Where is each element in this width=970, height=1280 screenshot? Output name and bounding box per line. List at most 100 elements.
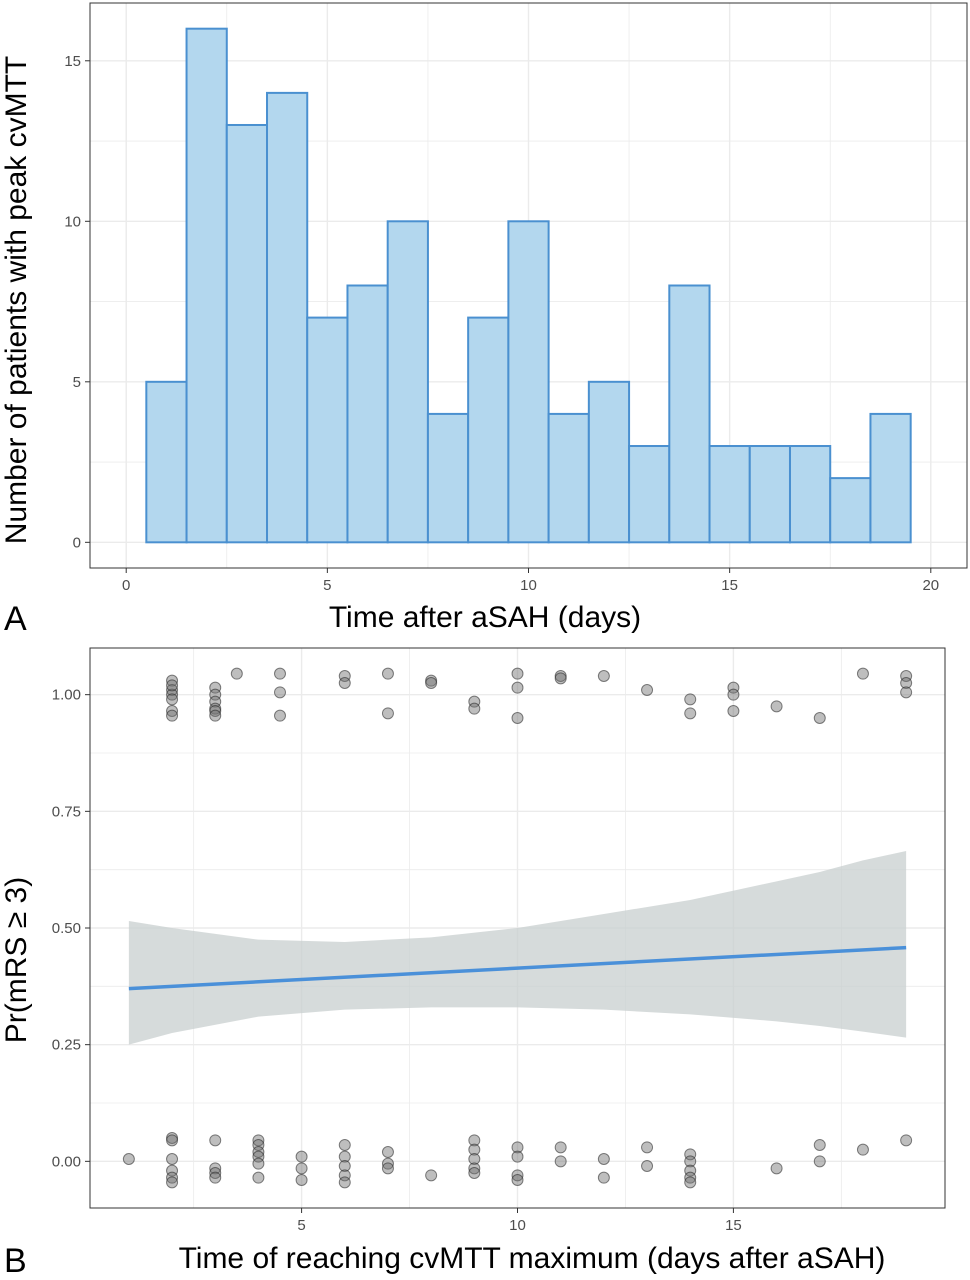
panel-a-y-tick-label: 10 (64, 213, 81, 230)
panel-a-x-tick-label: 15 (721, 577, 738, 594)
data-point (554, 672, 567, 685)
data-point (338, 1160, 351, 1172)
panel-b-y-tick-label: 1.00 (52, 687, 81, 704)
data-point (597, 1153, 610, 1165)
data-point (166, 674, 179, 687)
data-point (770, 700, 783, 713)
panel-a-y-tick-label: 15 (64, 53, 81, 70)
data-point (209, 705, 222, 717)
histogram-bar (829, 477, 872, 544)
data-point (295, 1162, 308, 1175)
panel-b-letter: B (4, 1242, 27, 1280)
data-point (727, 705, 740, 717)
data-point (468, 702, 481, 715)
panel-b-scatter: 5 10 15 0.00 0.25 0.50 0.75 1.00 Time of reach… (0, 647, 946, 1280)
panel-b-y-tick-label: 0.50 (52, 920, 81, 937)
data-point (209, 1167, 222, 1179)
panel-a-x-tick-label: 10 (520, 577, 537, 594)
data-point (274, 709, 286, 722)
histogram-bar (185, 27, 228, 544)
data-point (727, 688, 740, 701)
data-point (252, 1157, 265, 1170)
panel-b-x-tick-label: 5 (297, 1217, 305, 1234)
data-point (295, 1150, 308, 1163)
panel-b-x-tick-label: 15 (725, 1217, 742, 1234)
data-point (230, 667, 243, 680)
data-point (554, 1141, 567, 1154)
panel-b-points (122, 667, 913, 1189)
data-point (511, 1169, 524, 1182)
histogram-bar (708, 445, 751, 544)
data-point (166, 693, 179, 706)
panel-a-x-tick-label: 5 (323, 577, 331, 594)
panel-b-fit-line (128, 945, 907, 991)
histogram-bar (266, 91, 309, 544)
panel-a-x-tick-label: 0 (122, 577, 130, 594)
histogram-bar (225, 123, 269, 544)
data-point (900, 677, 913, 689)
panel-b-y-ticks: 0.00 0.25 0.50 0.75 1.00 (52, 687, 90, 1170)
histogram-bar (628, 445, 671, 544)
data-point (813, 1139, 826, 1151)
data-point (425, 1169, 438, 1182)
data-point (597, 670, 610, 682)
data-point (900, 686, 913, 699)
histogram-bar (587, 380, 631, 544)
data-point (252, 1146, 265, 1158)
panel-a-y-axis-title: Number of patients with peak cvMTT (0, 56, 33, 545)
data-point (554, 1155, 567, 1168)
panel-a-histogram: 0 5 10 15 20 0 5 10 15 Time after aSAH (days) N… (0, 2, 968, 638)
data-point (641, 1160, 654, 1172)
data-point (597, 1171, 610, 1184)
data-point (252, 1171, 265, 1184)
panel-b-x-tick-label: 10 (509, 1217, 526, 1234)
data-point (468, 1167, 481, 1179)
data-point (381, 1157, 394, 1170)
histogram-bar (507, 220, 550, 544)
data-point (684, 1155, 697, 1168)
panel-a-y-tick-label: 0 (73, 534, 81, 551)
data-point (813, 1155, 826, 1168)
histogram-bar (547, 412, 590, 544)
data-point (338, 677, 351, 689)
data-point (166, 684, 179, 696)
data-point (641, 1141, 654, 1154)
data-point (684, 1176, 697, 1189)
panel-b-x-ticks: 5 10 15 (297, 1208, 742, 1234)
data-point (684, 707, 697, 720)
panel-b-y-tick-label: 0.00 (52, 1153, 81, 1170)
data-point (684, 1171, 697, 1184)
panel-b-x-axis-title: Time of reaching cvMTT maximum (days aft… (179, 1242, 886, 1275)
panel-a-x-tick-label: 20 (922, 577, 939, 594)
data-point (813, 712, 826, 724)
data-point (122, 1153, 135, 1165)
histogram-bar (467, 316, 510, 544)
panel-a-bars (145, 27, 912, 544)
data-point (166, 688, 179, 701)
data-point (511, 712, 524, 724)
panel-a-y-tick-label: 5 (73, 374, 81, 391)
panel-b-y-tick-label: 0.25 (52, 1037, 81, 1054)
data-point (166, 709, 179, 722)
data-point (381, 707, 394, 720)
histogram-bar (869, 412, 912, 544)
panel-a-x-ticks: 0 5 10 15 20 (122, 568, 939, 594)
panel-b-confidence-band (128, 851, 907, 1045)
data-point (166, 1171, 179, 1184)
data-point (338, 1150, 351, 1163)
confidence-band (128, 851, 907, 1045)
histogram-bar (346, 284, 389, 544)
histogram-bar (668, 284, 711, 544)
data-point (900, 1134, 913, 1147)
data-point (295, 1174, 308, 1186)
data-point (381, 667, 394, 680)
data-point (166, 1176, 179, 1189)
data-point (468, 1143, 481, 1156)
data-point (856, 1143, 869, 1156)
panel-a-letter: A (4, 600, 27, 638)
histogram-bar (386, 220, 429, 544)
data-point (338, 1139, 351, 1151)
histogram-bar (748, 445, 791, 544)
data-point (381, 1146, 394, 1158)
